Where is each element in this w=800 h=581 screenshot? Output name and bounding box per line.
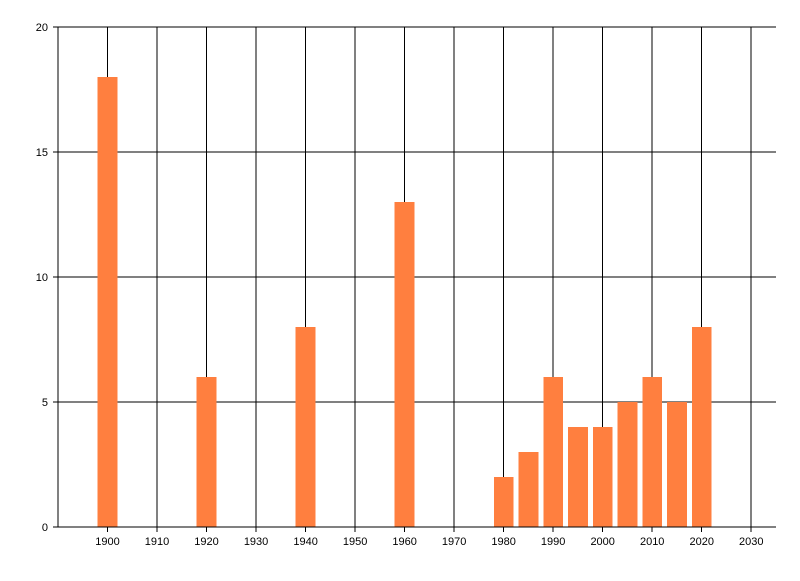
y-tick-label: 10 — [36, 272, 48, 284]
axes — [53, 26, 776, 532]
bar — [592, 427, 613, 527]
y-tick-label: 5 — [42, 397, 48, 409]
x-tick-label: 1950 — [343, 536, 367, 548]
x-tick-label: 2000 — [590, 536, 614, 548]
bar — [394, 202, 415, 527]
x-tick-label: 1940 — [293, 536, 317, 548]
x-tick-label: 1960 — [392, 536, 416, 548]
x-tick-label: 2030 — [739, 536, 763, 548]
bar — [493, 477, 514, 527]
x-tick-label: 1990 — [541, 536, 565, 548]
x-tick-label: 1910 — [145, 536, 169, 548]
y-tick-labels: 0 5 10 15 20 — [36, 22, 48, 534]
y-tick-label: 15 — [36, 147, 48, 159]
y-tick-label: 20 — [36, 22, 48, 34]
x-tick-label: 2010 — [640, 536, 664, 548]
x-tick-label: 2020 — [689, 536, 713, 548]
bar — [295, 327, 316, 527]
bar — [617, 402, 638, 527]
y-tick-label: 0 — [42, 522, 48, 534]
x-tick-label: 1970 — [442, 536, 466, 548]
bar — [543, 377, 564, 527]
x-tick-label: 1920 — [194, 536, 218, 548]
x-tick-label: 1900 — [95, 536, 119, 548]
bar — [568, 427, 588, 527]
bar — [518, 452, 539, 527]
bar — [667, 402, 687, 527]
bars — [97, 77, 712, 527]
x-tick-labels: 1900 1910 1920 1930 1940 1950 1960 1970 1980 1990… — [95, 536, 763, 548]
x-tick-label: 1930 — [244, 536, 268, 548]
bar — [97, 77, 118, 527]
bar — [642, 377, 663, 527]
bar — [691, 327, 712, 527]
bar — [196, 377, 217, 527]
x-tick-label: 1980 — [491, 536, 515, 548]
